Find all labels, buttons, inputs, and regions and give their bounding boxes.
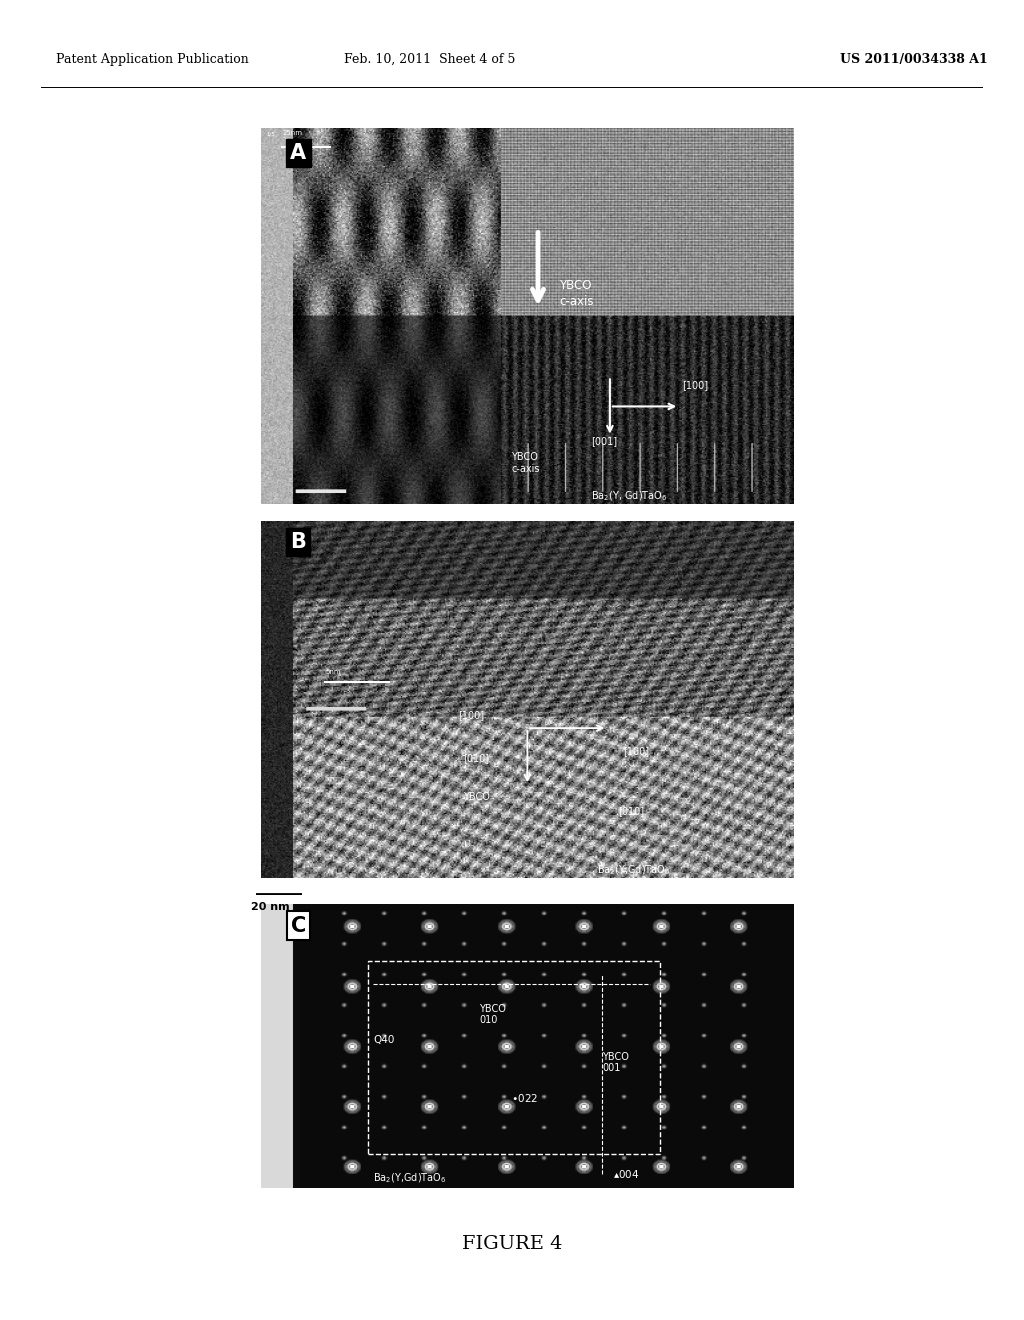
- Text: 1/5: 1/5: [266, 132, 275, 137]
- Text: Q40: Q40: [373, 1035, 394, 1044]
- Text: FIGURE 4: FIGURE 4: [462, 1236, 562, 1253]
- Text: YBCO
010: YBCO 010: [479, 1003, 506, 1026]
- Text: A: A: [291, 143, 306, 164]
- Text: Ba$_2$(Y,Gd)TaO$_6$: Ba$_2$(Y,Gd)TaO$_6$: [373, 1171, 446, 1184]
- Text: [100]: [100]: [458, 710, 484, 721]
- Text: US 2011/0034338 A1: US 2011/0034338 A1: [840, 53, 987, 66]
- Text: C: C: [291, 916, 306, 936]
- Text: 20 nm: 20 nm: [251, 902, 290, 912]
- Text: YBCO: YBCO: [464, 792, 490, 803]
- Text: YBCO
c-axis: YBCO c-axis: [559, 279, 594, 308]
- Text: [010]: [010]: [464, 752, 489, 763]
- Text: 5nm: 5nm: [325, 669, 341, 675]
- Text: YBCO
001: YBCO 001: [602, 1052, 629, 1073]
- Text: [010]: [010]: [617, 807, 644, 817]
- Text: Patent Application Publication: Patent Application Publication: [56, 53, 249, 66]
- Text: Ba$_2$(Y,Gd)TaO$_6$: Ba$_2$(Y,Gd)TaO$_6$: [597, 863, 670, 878]
- Text: $\blacktriangle$004: $\blacktriangle$004: [612, 1168, 639, 1180]
- Text: [100]: [100]: [624, 746, 649, 756]
- Text: B: B: [291, 532, 306, 552]
- Text: Ba$_2$(Y, Gd)TaO$_6$: Ba$_2$(Y, Gd)TaO$_6$: [591, 490, 668, 503]
- Text: Feb. 10, 2011  Sheet 4 of 5: Feb. 10, 2011 Sheet 4 of 5: [344, 53, 516, 66]
- Text: YBCO
c-axis: YBCO c-axis: [511, 451, 540, 474]
- Bar: [368, 961, 660, 1154]
- Text: [001]: [001]: [591, 437, 617, 446]
- Text: $\bullet$022: $\bullet$022: [511, 1092, 539, 1104]
- Text: 25nm: 25nm: [283, 129, 302, 136]
- Text: [100]: [100]: [682, 380, 708, 391]
